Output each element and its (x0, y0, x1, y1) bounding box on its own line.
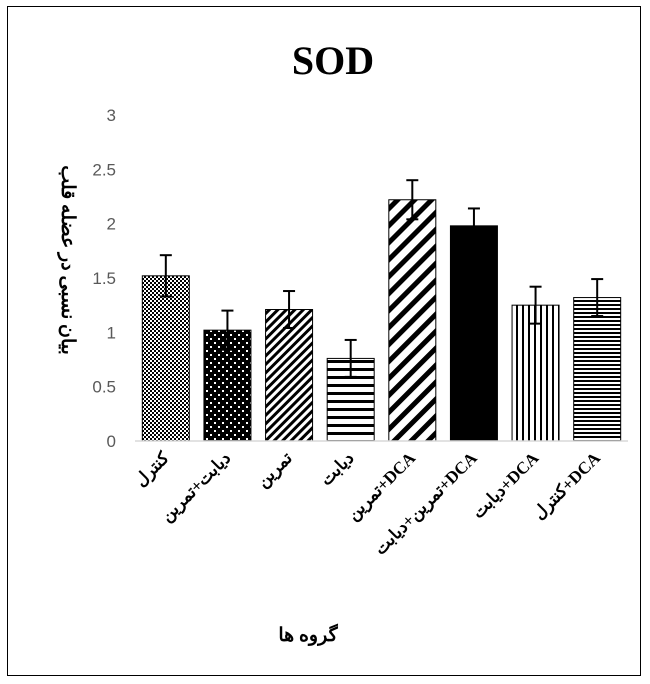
bar (388, 199, 437, 442)
error-bar (406, 179, 419, 221)
y-axis-title: بیان نسبی در عضله قلب (57, 165, 78, 355)
x-tick-label: کنترل+DCA (529, 448, 605, 524)
y-tick-label: 0.5 (92, 378, 116, 397)
y-tick-label: 1 (107, 323, 116, 342)
x-tick-label: تمرین (253, 448, 297, 492)
error-bar (467, 207, 480, 245)
chart-frame (7, 6, 641, 676)
y-tick-label: 0 (107, 432, 116, 451)
y-tick-label: 1.5 (92, 269, 116, 288)
y-tick-label: 3 (107, 106, 116, 125)
x-tick-label: دیابت (317, 448, 358, 489)
error-bar (283, 290, 296, 329)
bar (573, 297, 622, 442)
error-bar (159, 254, 172, 298)
bar (511, 304, 560, 442)
error-bar (344, 338, 357, 378)
error-bar (591, 278, 604, 318)
chart-title: SOD (292, 38, 374, 83)
y-tick-label: 2 (107, 215, 116, 234)
bars (141, 199, 622, 442)
error-bars (159, 179, 604, 378)
y-tick-label: 2.5 (92, 160, 116, 179)
bar (449, 225, 498, 442)
x-axis-title: گروه ها (278, 623, 338, 646)
x-tick-label: کنترل (131, 448, 174, 491)
bar (265, 309, 314, 442)
x-tick-label: تمرین+دیابت+DCA (371, 448, 482, 559)
error-bar (221, 309, 234, 351)
error-bar (529, 285, 542, 325)
y-axis-ticks: 0 0.5 1 1.5 2 2.5 3 (92, 106, 116, 451)
bar (141, 275, 190, 442)
